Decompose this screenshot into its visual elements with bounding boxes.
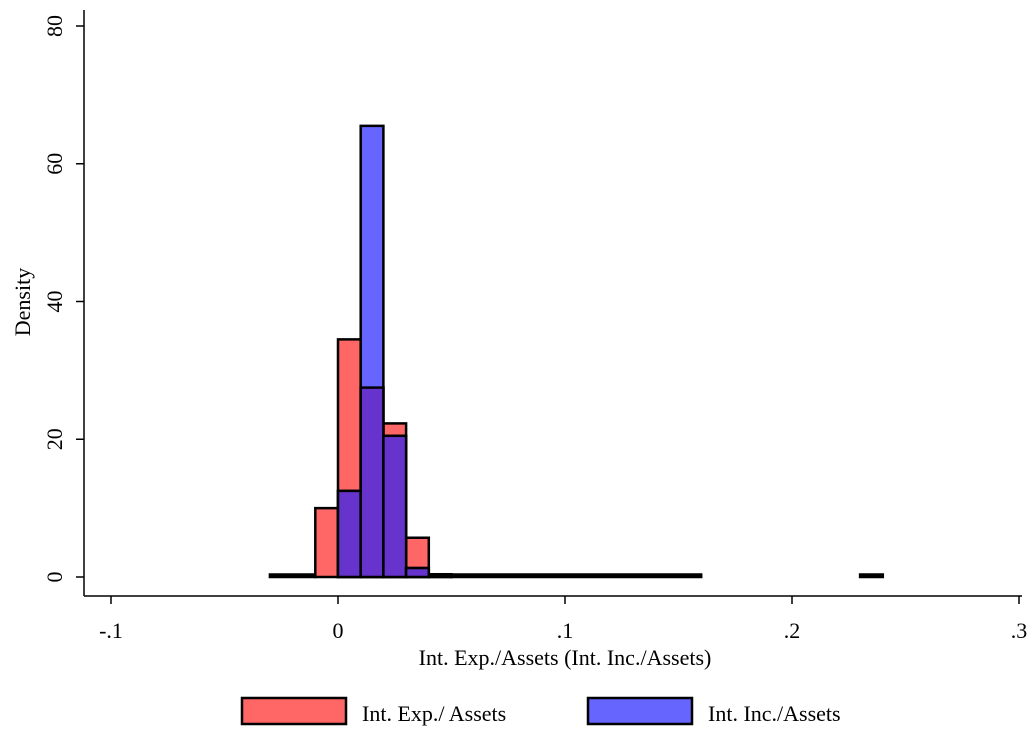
- y-tick-label-0: 0: [42, 572, 67, 583]
- bar-int-exp-8: [858, 573, 885, 579]
- y-tick-label-2: 40: [42, 291, 67, 313]
- legend: Int. Exp./ Assets Int. Inc./Assets: [240, 696, 841, 726]
- bar-int-exp-0: [268, 573, 317, 579]
- x-tick-label-4: .3: [1011, 618, 1028, 643]
- bar-overlap-0: [336, 489, 362, 579]
- x-tick-label-0: -.1: [99, 618, 123, 643]
- y-tick-label-3: 60: [42, 153, 67, 175]
- x-tick-label-3: .2: [784, 618, 801, 643]
- bar-overlap-1: [359, 386, 385, 579]
- bar-int-exp-7: [450, 573, 703, 579]
- legend-label-int-inc: Int. Inc./Assets: [708, 701, 841, 726]
- x-tick-label-2: .1: [557, 618, 574, 643]
- legend-swatch-int-inc: [586, 696, 694, 726]
- legend-swatch-int-exp: [240, 696, 348, 726]
- y-tick-label-1: 20: [42, 428, 67, 450]
- bar-int-inc-4: [427, 573, 453, 579]
- bar-overlap-3: [404, 566, 431, 579]
- y-tick-label-4: 80: [42, 15, 67, 37]
- axes: 0 20 40 60 80 -.1 0 .1 .2 .3: [42, 10, 1027, 643]
- x-tick-label-1: 0: [333, 618, 344, 643]
- bar-overlap-2: [382, 434, 408, 579]
- plot-bars: [268, 124, 885, 579]
- x-axis-label: Int. Exp./Assets (Int. Inc./Assets): [419, 645, 712, 670]
- legend-label-int-exp: Int. Exp./ Assets: [362, 701, 506, 726]
- bar-int-exp-1: [314, 506, 340, 579]
- y-axis-label: Density: [10, 268, 35, 336]
